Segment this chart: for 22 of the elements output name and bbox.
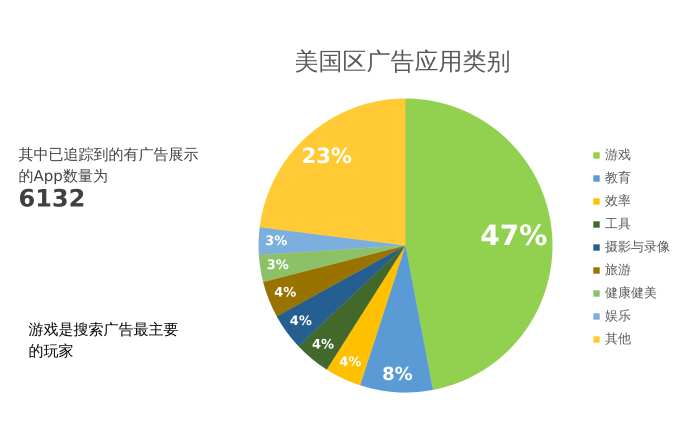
data-label: 47% bbox=[480, 218, 548, 252]
data-label: 8% bbox=[382, 364, 413, 386]
legend-label: 其他 bbox=[605, 331, 631, 348]
data-label: 4% bbox=[274, 286, 296, 301]
data-label: 3% bbox=[265, 234, 288, 249]
legend-label: 教育 bbox=[605, 170, 631, 187]
legend-label: 健康健美 bbox=[605, 285, 657, 302]
text: 6132 bbox=[18, 184, 86, 212]
data-label: 3% bbox=[266, 258, 289, 274]
text: 其中已追踪到的有广告展示的App数量为 bbox=[18, 146, 198, 186]
data-label: 4% bbox=[339, 355, 362, 370]
legend-label: 旅游 bbox=[605, 262, 631, 279]
legend-label: 工具 bbox=[605, 216, 631, 233]
data-label: 4% bbox=[312, 338, 334, 353]
chart-title: 美国区广告应用类别 bbox=[294, 48, 510, 76]
legend-label: 效率 bbox=[605, 193, 631, 210]
legend-label: 娱乐 bbox=[605, 308, 631, 325]
text: 游戏是搜索广告最主要的玩家 bbox=[28, 320, 178, 360]
legend-label: 摄影与录像 bbox=[605, 239, 670, 256]
legend-label: 游戏 bbox=[605, 147, 631, 164]
data-label: 23% bbox=[302, 144, 352, 168]
data-label: 4% bbox=[290, 314, 312, 330]
